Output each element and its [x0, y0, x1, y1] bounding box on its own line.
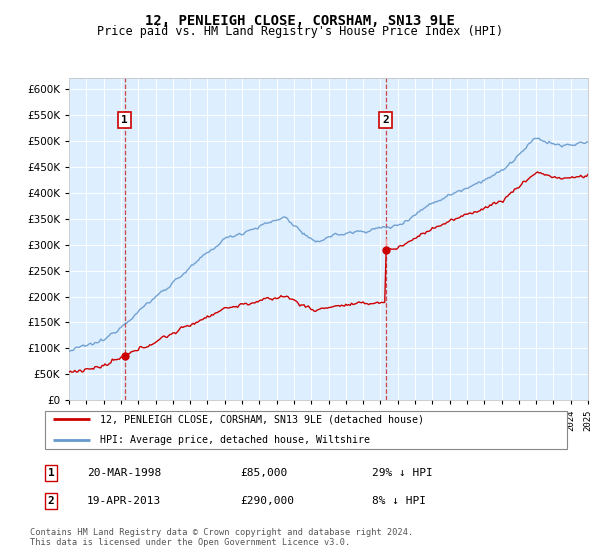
Text: 1: 1 — [47, 468, 55, 478]
Text: £85,000: £85,000 — [240, 468, 287, 478]
Text: 8% ↓ HPI: 8% ↓ HPI — [372, 496, 426, 506]
Text: 12, PENLEIGH CLOSE, CORSHAM, SN13 9LE (detached house): 12, PENLEIGH CLOSE, CORSHAM, SN13 9LE (d… — [100, 414, 424, 424]
Text: Price paid vs. HM Land Registry's House Price Index (HPI): Price paid vs. HM Land Registry's House … — [97, 25, 503, 38]
Text: 2: 2 — [382, 115, 389, 125]
Text: £290,000: £290,000 — [240, 496, 294, 506]
FancyBboxPatch shape — [44, 411, 568, 449]
Text: 19-APR-2013: 19-APR-2013 — [87, 496, 161, 506]
Text: 2: 2 — [47, 496, 55, 506]
Text: 29% ↓ HPI: 29% ↓ HPI — [372, 468, 433, 478]
Text: 12, PENLEIGH CLOSE, CORSHAM, SN13 9LE: 12, PENLEIGH CLOSE, CORSHAM, SN13 9LE — [145, 14, 455, 28]
Text: 20-MAR-1998: 20-MAR-1998 — [87, 468, 161, 478]
Text: HPI: Average price, detached house, Wiltshire: HPI: Average price, detached house, Wilt… — [100, 435, 370, 445]
Text: 1: 1 — [121, 115, 128, 125]
Text: Contains HM Land Registry data © Crown copyright and database right 2024.
This d: Contains HM Land Registry data © Crown c… — [30, 528, 413, 547]
